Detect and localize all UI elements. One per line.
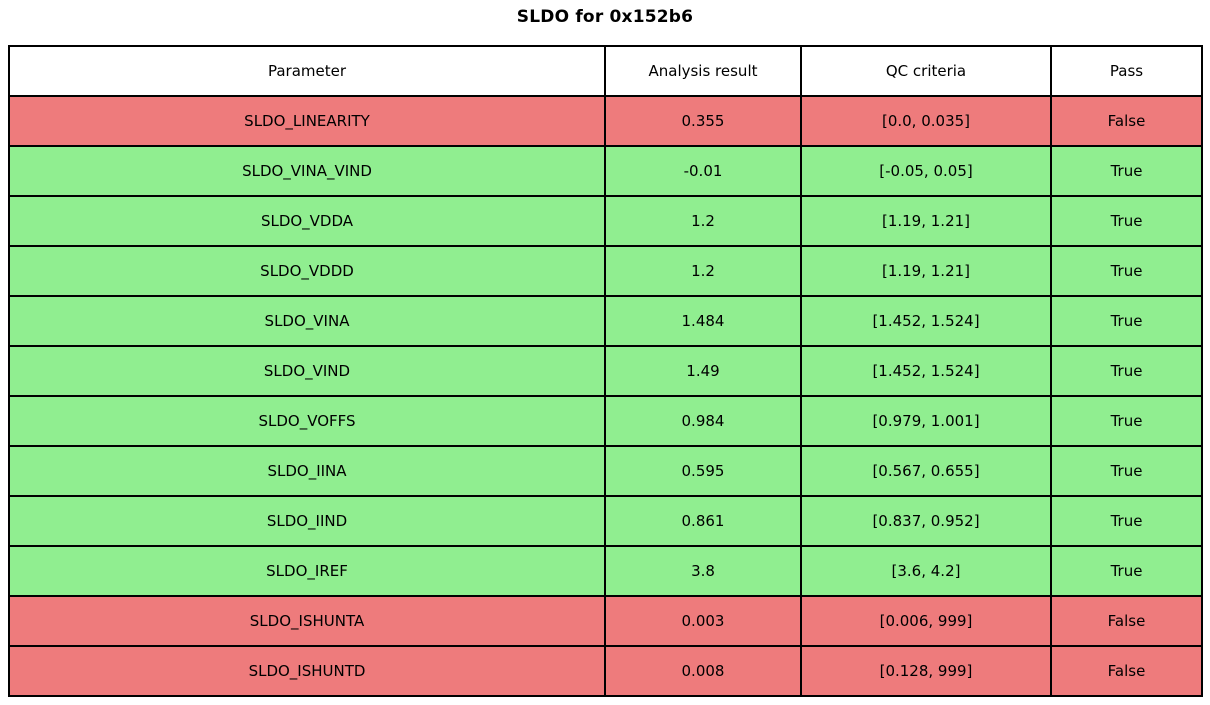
cell-parameter: SLDO_VOFFS (8, 395, 606, 447)
cell-pass: True (1050, 345, 1203, 397)
table-row: SLDO_VIND 1.49 [1.452, 1.524] True (8, 345, 1203, 397)
figure-title: SLDO for 0x152b6 (516, 7, 694, 27)
cell-parameter: SLDO_VDDA (8, 195, 606, 247)
cell-analysis-result: 0.008 (604, 645, 802, 697)
cell-pass: True (1050, 295, 1203, 347)
cell-qc-criteria: [0.006, 999] (800, 595, 1052, 647)
cell-qc-criteria: [0.837, 0.952] (800, 495, 1052, 547)
table-row: SLDO_VDDA 1.2 [1.19, 1.21] True (8, 195, 1203, 247)
column-header-analysis-result: Analysis result (604, 45, 802, 97)
cell-pass: True (1050, 245, 1203, 297)
cell-analysis-result: 0.003 (604, 595, 802, 647)
cell-parameter: SLDO_VINA_VIND (8, 145, 606, 197)
cell-parameter: SLDO_LINEARITY (8, 95, 606, 147)
cell-qc-criteria: [1.19, 1.21] (800, 195, 1052, 247)
cell-analysis-result: 0.355 (604, 95, 802, 147)
cell-qc-criteria: [1.19, 1.21] (800, 245, 1052, 297)
cell-analysis-result: 1.49 (604, 345, 802, 397)
qc-table-body: SLDO_LINEARITY 0.355 [0.0, 0.035] False SLDO… (8, 95, 1203, 697)
cell-pass: True (1050, 395, 1203, 447)
cell-qc-criteria: [-0.05, 0.05] (800, 145, 1052, 197)
cell-analysis-result: -0.01 (604, 145, 802, 197)
cell-parameter: SLDO_VDDD (8, 245, 606, 297)
table-row: SLDO_VINA 1.484 [1.452, 1.524] True (8, 295, 1203, 347)
cell-qc-criteria: [3.6, 4.2] (800, 545, 1052, 597)
table-row: SLDO_IINA 0.595 [0.567, 0.655] True (8, 445, 1203, 497)
cell-analysis-result: 0.595 (604, 445, 802, 497)
cell-parameter: SLDO_VIND (8, 345, 606, 397)
cell-pass: False (1050, 595, 1203, 647)
table-row: SLDO_LINEARITY 0.355 [0.0, 0.035] False (8, 95, 1203, 147)
cell-analysis-result: 1.2 (604, 245, 802, 297)
cell-parameter: SLDO_IIND (8, 495, 606, 547)
cell-pass: True (1050, 445, 1203, 497)
cell-pass: False (1050, 95, 1203, 147)
cell-analysis-result: 1.484 (604, 295, 802, 347)
table-row: SLDO_VOFFS 0.984 [0.979, 1.001] True (8, 395, 1203, 447)
column-header-pass: Pass (1050, 45, 1203, 97)
header-row: Parameter Analysis result QC criteria Pa… (8, 45, 1203, 97)
table-row: SLDO_VDDD 1.2 [1.19, 1.21] True (8, 245, 1203, 297)
cell-parameter: SLDO_ISHUNTD (8, 645, 606, 697)
cell-parameter: SLDO_IREF (8, 545, 606, 597)
cell-pass: True (1050, 545, 1203, 597)
cell-qc-criteria: [1.452, 1.524] (800, 345, 1052, 397)
cell-pass: True (1050, 495, 1203, 547)
cell-parameter: SLDO_ISHUNTA (8, 595, 606, 647)
cell-analysis-result: 1.2 (604, 195, 802, 247)
cell-qc-criteria: [0.128, 999] (800, 645, 1052, 697)
table-row: SLDO_ISHUNTD 0.008 [0.128, 999] False (8, 645, 1203, 697)
qc-results-table: Parameter Analysis result QC criteria Pa… (8, 45, 1203, 697)
table-row: SLDO_ISHUNTA 0.003 [0.006, 999] False (8, 595, 1203, 647)
cell-qc-criteria: [0.567, 0.655] (800, 445, 1052, 497)
table-row: SLDO_IIND 0.861 [0.837, 0.952] True (8, 495, 1203, 547)
cell-parameter: SLDO_VINA (8, 295, 606, 347)
table-row: SLDO_VINA_VIND -0.01 [-0.05, 0.05] True (8, 145, 1203, 197)
cell-qc-criteria: [1.452, 1.524] (800, 295, 1052, 347)
cell-pass: True (1050, 195, 1203, 247)
cell-analysis-result: 0.984 (604, 395, 802, 447)
column-header-qc-criteria: QC criteria (800, 45, 1052, 97)
cell-pass: True (1050, 145, 1203, 197)
cell-parameter: SLDO_IINA (8, 445, 606, 497)
cell-analysis-result: 0.861 (604, 495, 802, 547)
column-header-parameter: Parameter (8, 45, 606, 97)
table-row: SLDO_IREF 3.8 [3.6, 4.2] True (8, 545, 1203, 597)
cell-analysis-result: 3.8 (604, 545, 802, 597)
cell-qc-criteria: [0.979, 1.001] (800, 395, 1052, 447)
cell-qc-criteria: [0.0, 0.035] (800, 95, 1052, 147)
cell-pass: False (1050, 645, 1203, 697)
